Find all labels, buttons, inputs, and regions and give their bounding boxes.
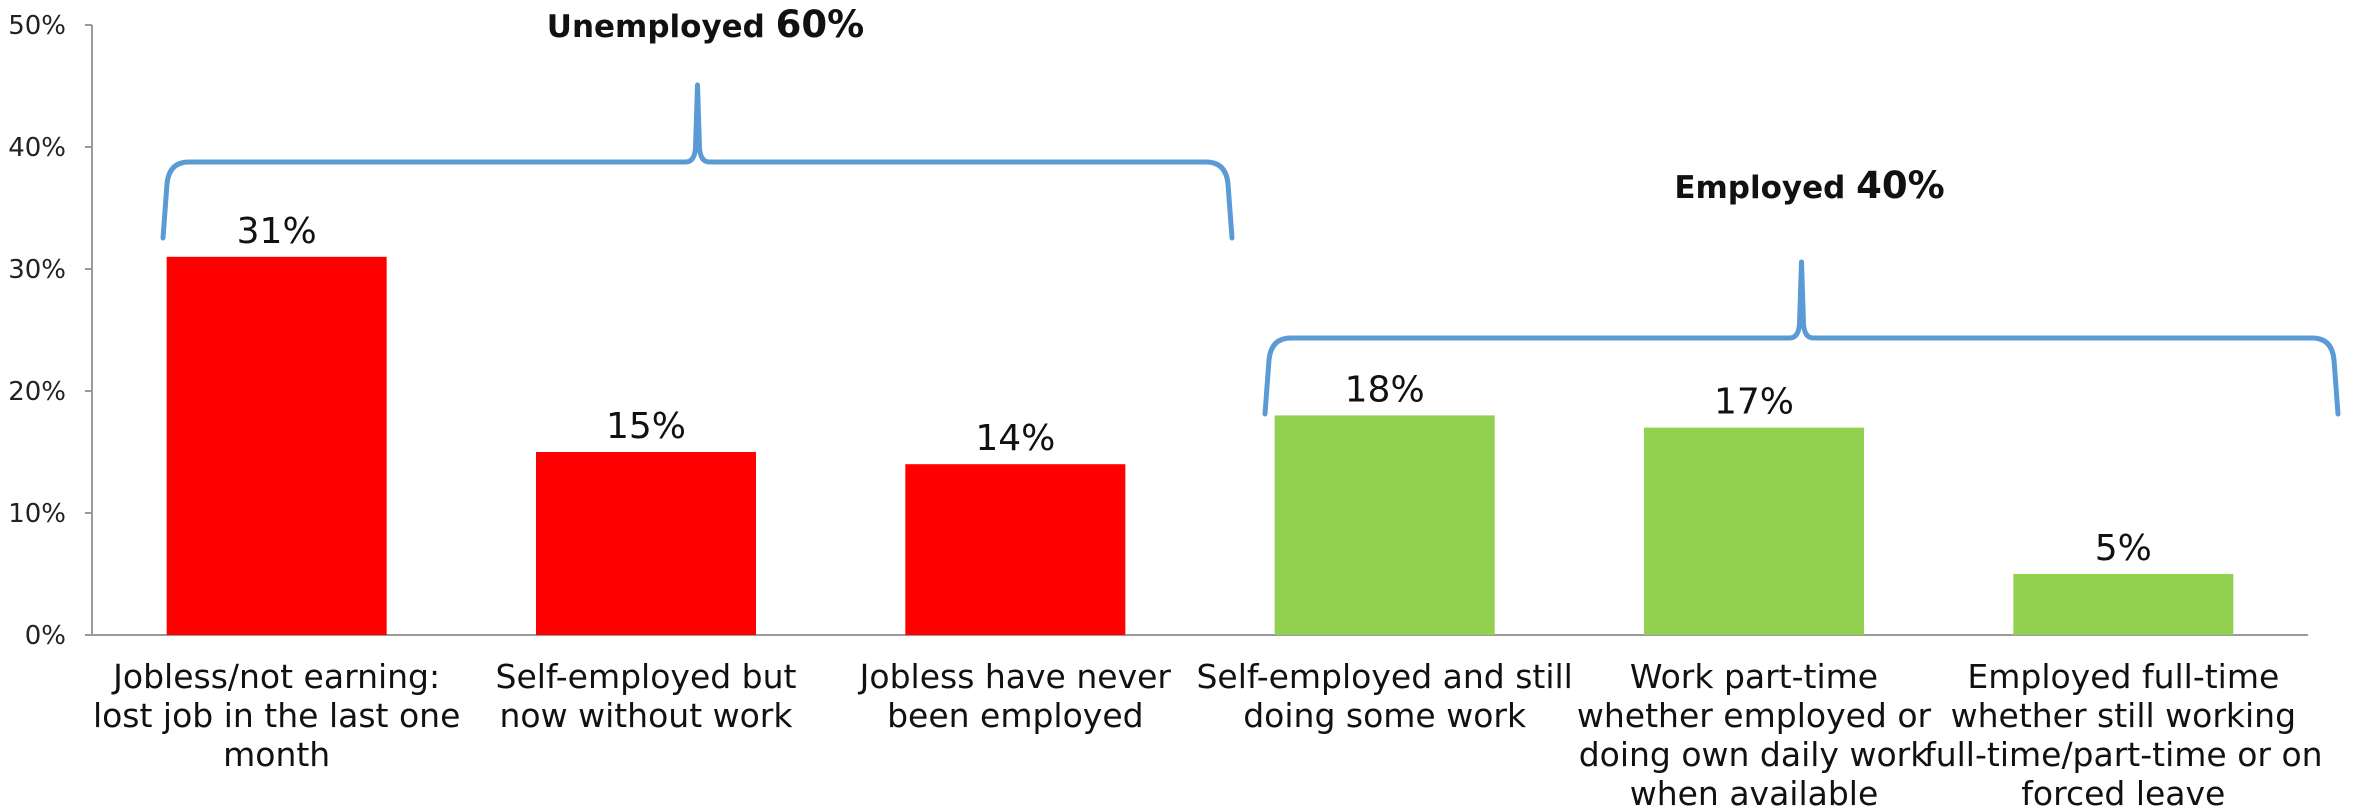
y-tick-label: 40% — [8, 133, 66, 163]
group-brackets: Unemployed 60% Employed 40% — [163, 3, 2338, 414]
bar — [1275, 415, 1495, 635]
bar — [2013, 574, 2233, 635]
y-tick-label: 30% — [8, 255, 66, 285]
bar — [536, 452, 756, 635]
bar — [905, 464, 1125, 635]
bar — [1644, 428, 1864, 635]
bar — [167, 257, 387, 635]
y-tick-label: 10% — [8, 499, 66, 529]
data-label: 15% — [606, 406, 686, 447]
category-label: Jobless have never been employed — [858, 657, 1172, 735]
category-label: Jobless/not earning: lost job in the last… — [93, 657, 460, 774]
labels: 31% Jobless/not earning: lost job in the l… — [93, 211, 2323, 807]
data-label: 17% — [1714, 382, 1794, 423]
y-tick-label: 0% — [25, 621, 66, 651]
data-label: 14% — [975, 418, 1055, 459]
category-label: Work part-time whether employed or doing o… — [1577, 657, 1932, 807]
data-label: 18% — [1345, 369, 1425, 410]
y-tick-label: 20% — [8, 377, 66, 407]
y-tick-label: 50% — [8, 11, 66, 41]
category-label: Self-employed but now without work — [496, 657, 797, 735]
data-label: 31% — [237, 211, 317, 252]
group-bracket — [1265, 262, 2338, 414]
bars — [167, 257, 2234, 635]
category-label: Employed full-time whether still working f… — [1924, 657, 2322, 807]
data-label: 5% — [2095, 528, 2152, 569]
group-label: Employed 40% — [1674, 164, 1944, 207]
group-bracket — [163, 85, 1232, 238]
group-label: Unemployed 60% — [547, 3, 864, 46]
category-label: Self-employed and still doing some work — [1196, 657, 1572, 735]
